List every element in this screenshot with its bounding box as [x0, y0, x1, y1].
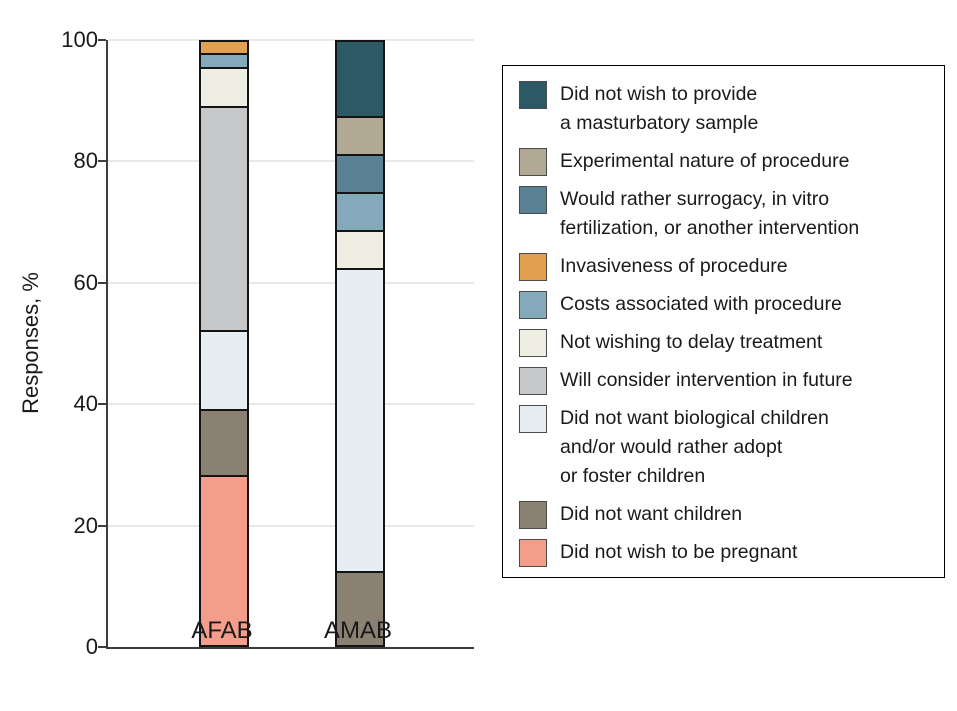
legend-label: Costs associated with procedure — [560, 293, 842, 315]
legend-item: Costs associated with procedure — [519, 290, 930, 319]
bar-segment — [199, 40, 249, 54]
bar-segment — [335, 115, 385, 154]
legend-label: Not wishing to delay treatment — [560, 331, 823, 353]
gridline-20 — [108, 524, 474, 527]
legend-swatch — [519, 291, 547, 319]
legend-label: Experimental nature of procedure — [560, 150, 850, 172]
legend-swatch — [519, 501, 547, 529]
legend-item: Experimental nature of procedure — [519, 147, 930, 176]
legend-item: Did not wish to provide a masturbatory s… — [519, 80, 930, 138]
legend: Did not wish to provide a masturbatory s… — [502, 65, 945, 578]
gridline-100 — [108, 39, 474, 41]
bar-amab — [335, 40, 385, 647]
y-tick-label-40: 40 — [73, 391, 98, 417]
bar-segment — [199, 330, 249, 410]
y-tick-40 — [98, 403, 106, 406]
legend-swatch — [519, 253, 547, 281]
legend-item: Did not want biological children and/or … — [519, 404, 930, 491]
bar-segment — [199, 66, 249, 107]
gridline-80 — [108, 160, 474, 163]
y-tick-label-0: 0 — [85, 634, 98, 659]
legend-swatch — [519, 186, 547, 214]
legend-label: Would rather surrogacy, in vitro fertili… — [560, 188, 860, 239]
legend-item: Will consider intervention in future — [519, 366, 930, 395]
legend-swatch — [519, 148, 547, 176]
y-tick-80 — [98, 160, 106, 163]
legend-label: Invasiveness of procedure — [560, 255, 788, 277]
bar-segment — [335, 230, 385, 269]
bar-segment — [335, 571, 385, 647]
plot-area: 0 20 40 60 80 100 — [61, 29, 474, 658]
legend-swatch — [519, 405, 547, 433]
legend-swatch — [519, 329, 547, 357]
legend-label: Did not wish to provide a masturbatory s… — [560, 83, 759, 134]
legend-item: Did not want children — [519, 500, 930, 529]
bar-segment — [199, 53, 249, 67]
bar-segment — [199, 106, 249, 331]
legend-label: Did not wish to be pregnant — [560, 541, 798, 563]
legend-item: Did not wish to be pregnant — [519, 538, 930, 567]
legend-item: Not wishing to delay treatment — [519, 328, 930, 357]
legend-label: Will consider intervention in future — [560, 369, 853, 391]
gridline-40 — [108, 403, 474, 406]
y-tick-100 — [98, 39, 106, 41]
legend-swatch — [519, 81, 547, 109]
gridline-60 — [108, 281, 474, 284]
y-tick-60 — [98, 281, 106, 284]
bar-segment — [335, 153, 385, 193]
bar-segment — [335, 40, 385, 116]
bar-segment — [335, 192, 385, 231]
bar-segment — [199, 409, 249, 476]
y-tick-label-60: 60 — [73, 269, 98, 295]
y-tick-20 — [98, 524, 106, 527]
legend-swatch — [519, 539, 547, 567]
x-category-label-amab: AMAB — [323, 617, 393, 644]
legend-label: Did not want children — [560, 503, 743, 525]
bar-segment — [335, 268, 385, 572]
legend-label: Did not want biological children and/or … — [560, 407, 829, 487]
y-tick-label-100: 100 — [61, 27, 98, 52]
y-tick-label-80: 80 — [73, 148, 98, 174]
y-tick-label-20: 20 — [73, 512, 98, 538]
bar-segment — [199, 475, 249, 647]
legend-item: Invasiveness of procedure — [519, 252, 930, 281]
bar-afab — [199, 40, 249, 647]
x-category-label-afab: AFAB — [191, 617, 253, 644]
legend-item: Would rather surrogacy, in vitro fertili… — [519, 185, 930, 243]
legend-swatch — [519, 367, 547, 395]
y-tick-0 — [98, 646, 106, 648]
